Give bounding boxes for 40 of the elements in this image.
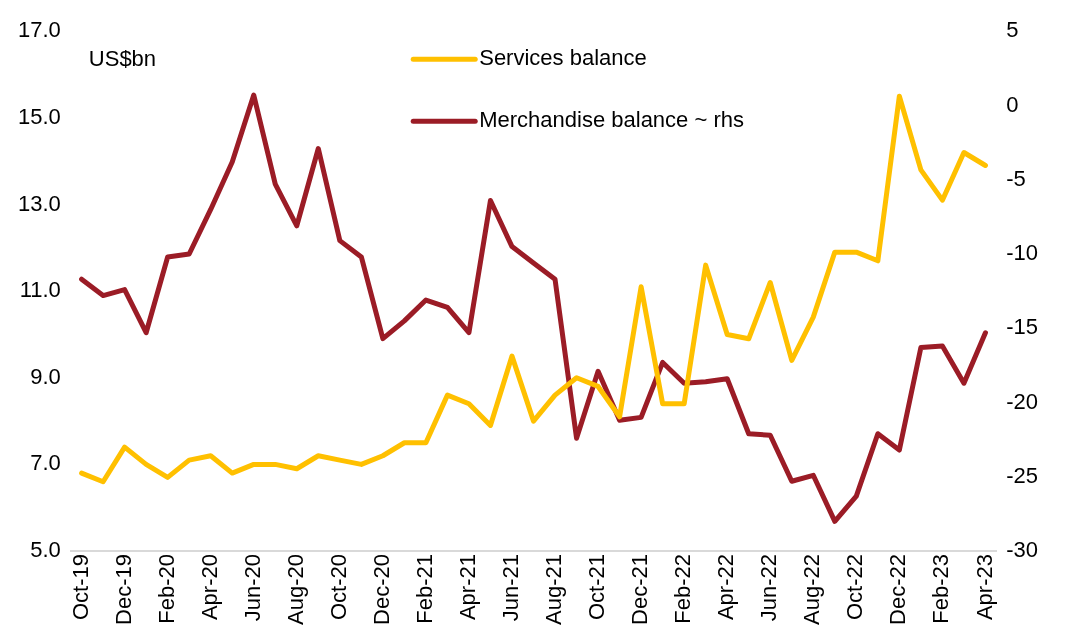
y2-tick-label: -20 <box>1006 388 1038 414</box>
x-tick-label: Aug-22 <box>799 554 825 626</box>
x-tick-label: Oct-19 <box>67 554 93 621</box>
y-tick-label: 9.0 <box>30 363 61 389</box>
x-tick-label: Oct-20 <box>325 554 351 621</box>
y-tick-label: 11.0 <box>19 277 61 303</box>
x-tick-label: Apr-21 <box>455 554 481 621</box>
x-tick-label: Apr-22 <box>713 554 739 621</box>
y2-tick-label: -25 <box>1006 462 1038 488</box>
legend-label: Merchandise balance ~ rhs <box>479 107 744 133</box>
y2-tick-label: -10 <box>1006 240 1038 266</box>
x-tick-label: Feb-20 <box>153 554 179 624</box>
legend-label: Services balance <box>479 45 647 71</box>
y2-tick-label: -30 <box>1006 537 1038 563</box>
annotation: US$bn <box>88 46 157 72</box>
x-tick-label: Dec-19 <box>110 554 136 625</box>
x-tick-label: Dec-21 <box>627 554 653 625</box>
x-tick-label: Aug-20 <box>282 554 308 626</box>
y-tick-label: 13.0 <box>17 190 61 216</box>
y2-tick-label: -15 <box>1006 314 1038 340</box>
y2-tick-label: 5 <box>1006 17 1019 43</box>
x-tick-label: Jun-21 <box>498 554 524 622</box>
x-tick-label: Dec-22 <box>885 554 911 625</box>
x-tick-label: Jun-22 <box>756 554 782 622</box>
x-tick-label: Dec-20 <box>368 554 394 625</box>
x-tick-label: Feb-22 <box>670 554 696 624</box>
x-tick-label: Feb-21 <box>411 554 437 624</box>
x-tick-label: Aug-21 <box>541 554 567 626</box>
y-tick-label: 7.0 <box>30 450 61 476</box>
y-tick-label: 15.0 <box>17 103 61 129</box>
x-tick-label: Apr-20 <box>196 554 222 621</box>
y2-tick-label: -5 <box>1006 165 1026 191</box>
x-tick-label: Jun-20 <box>239 554 265 622</box>
x-tick-label: Oct-22 <box>842 554 868 621</box>
x-tick-label: Feb-23 <box>928 554 954 624</box>
y-tick-label: 17.0 <box>17 17 61 43</box>
y2-tick-label: 0 <box>1006 91 1019 117</box>
x-tick-label: Apr-23 <box>971 554 997 621</box>
x-tick-label: Oct-21 <box>584 554 610 621</box>
y-tick-label: 5.0 <box>30 537 61 563</box>
